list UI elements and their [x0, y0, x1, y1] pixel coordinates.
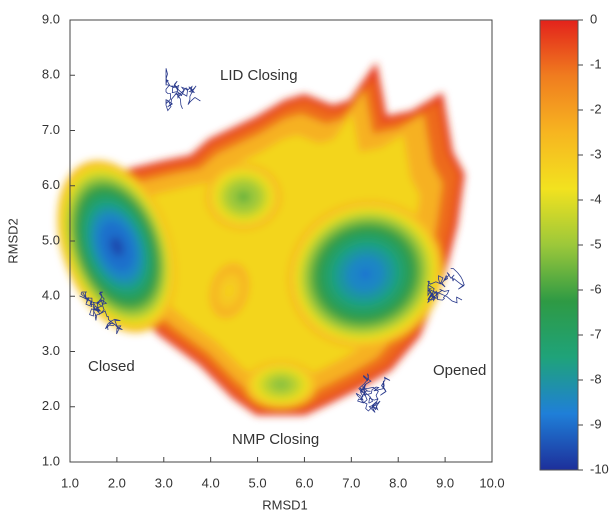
y-tick-label: 4.0 [42, 288, 60, 303]
x-tick-label: 9.0 [436, 475, 454, 490]
annotation: NMP Closing [232, 431, 319, 448]
y-tick-label: 8.0 [42, 67, 60, 82]
y-tick-label: 5.0 [42, 232, 60, 247]
energy-surface [57, 62, 465, 416]
colorbar-tick-label: -5 [590, 236, 602, 251]
colorbar-tick-label: -4 [590, 191, 602, 206]
x-tick-label: 3.0 [155, 475, 173, 490]
colorbar-tick-label: -10 [590, 461, 609, 476]
colorbar-tick-label: 0 [590, 11, 597, 26]
annotation: LID Closing [220, 67, 298, 84]
colorbar-tick-label: -3 [590, 146, 602, 161]
x-tick-label: 2.0 [108, 475, 126, 490]
x-tick-label: 1.0 [61, 475, 79, 490]
energy-minimum [224, 284, 235, 298]
energy-minimum [112, 239, 122, 254]
colorbar [539, 19, 579, 471]
energy-minimum [276, 381, 286, 388]
x-tick-label: 10.0 [479, 475, 504, 490]
y-tick-label: 2.0 [42, 398, 60, 413]
protein-cartoon [355, 373, 391, 413]
energy-minimum [359, 268, 372, 281]
colorbar-tick-label: -6 [590, 281, 602, 296]
energy-minimum [238, 192, 248, 201]
colorbar-tick-label: -2 [590, 101, 602, 116]
x-axis-label: RMSD1 [262, 497, 308, 512]
annotation: Opened [433, 362, 486, 379]
protein-cartoon [165, 68, 201, 112]
x-tick-label: 6.0 [295, 475, 313, 490]
x-tick-label: 8.0 [389, 475, 407, 490]
colorbar-tick-label: -8 [590, 371, 602, 386]
annotation: Closed [88, 358, 135, 375]
x-tick-label: 4.0 [202, 475, 220, 490]
y-tick-label: 6.0 [42, 177, 60, 192]
protein-cartoon [79, 291, 123, 335]
protein-cartoon [427, 268, 465, 304]
colorbar-tick-label: -9 [590, 416, 602, 431]
y-tick-label: 9.0 [42, 11, 60, 26]
x-tick-label: 7.0 [342, 475, 360, 490]
y-tick-label: 7.0 [42, 122, 60, 137]
y-tick-label: 3.0 [42, 343, 60, 358]
colorbar-tick-label: -7 [590, 326, 602, 341]
colorbar-tick-label: -1 [590, 56, 602, 71]
y-tick-label: 1.0 [42, 453, 60, 468]
x-tick-label: 5.0 [249, 475, 267, 490]
y-axis-label: RMSD2 [5, 218, 20, 264]
